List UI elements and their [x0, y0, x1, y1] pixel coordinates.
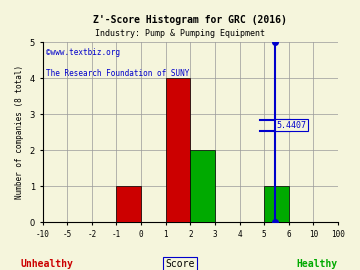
Text: Score: Score — [165, 259, 195, 269]
Text: 5.4407: 5.4407 — [276, 121, 306, 130]
Text: Unhealthy: Unhealthy — [21, 259, 73, 269]
Title: Z'-Score Histogram for GRC (2016): Z'-Score Histogram for GRC (2016) — [93, 15, 287, 25]
Bar — [166, 78, 190, 222]
Y-axis label: Number of companies (8 total): Number of companies (8 total) — [15, 65, 24, 199]
Bar — [264, 186, 289, 222]
Text: The Research Foundation of SUNY: The Research Foundation of SUNY — [45, 69, 189, 78]
Text: Industry: Pump & Pumping Equipment: Industry: Pump & Pumping Equipment — [95, 29, 265, 38]
Bar — [190, 150, 215, 222]
Bar — [116, 186, 141, 222]
Text: ©www.textbiz.org: ©www.textbiz.org — [45, 48, 120, 57]
Text: Healthy: Healthy — [296, 259, 337, 269]
